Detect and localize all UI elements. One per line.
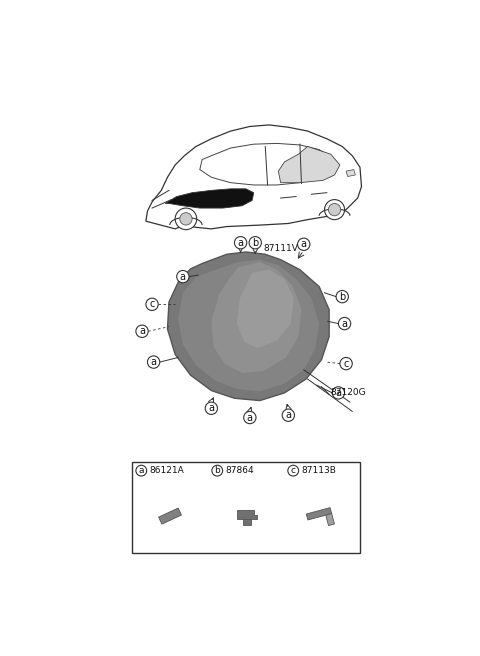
Text: a: a	[139, 466, 144, 475]
Polygon shape	[211, 262, 301, 373]
Text: a: a	[285, 410, 291, 420]
Text: a: a	[336, 388, 341, 398]
Polygon shape	[326, 514, 335, 525]
Circle shape	[177, 270, 189, 283]
Circle shape	[136, 465, 147, 476]
Circle shape	[324, 199, 345, 220]
Circle shape	[338, 318, 351, 330]
Polygon shape	[237, 270, 294, 348]
Polygon shape	[165, 189, 254, 208]
Circle shape	[288, 465, 299, 476]
Text: a: a	[208, 403, 215, 413]
Text: 87111V: 87111V	[263, 243, 298, 253]
Circle shape	[175, 208, 197, 230]
Circle shape	[336, 291, 348, 303]
Text: 86121A: 86121A	[150, 466, 184, 475]
Circle shape	[249, 237, 262, 249]
Polygon shape	[243, 519, 251, 525]
Text: b: b	[252, 237, 258, 248]
Text: 87120G: 87120G	[331, 388, 366, 398]
Polygon shape	[158, 508, 181, 524]
Polygon shape	[278, 146, 340, 182]
Circle shape	[244, 411, 256, 424]
Text: 87113B: 87113B	[302, 466, 336, 475]
Text: c: c	[149, 299, 155, 310]
Text: b: b	[215, 466, 220, 475]
Circle shape	[282, 409, 295, 421]
Polygon shape	[306, 508, 332, 520]
Circle shape	[298, 238, 310, 251]
Text: a: a	[238, 237, 244, 248]
Circle shape	[340, 358, 352, 370]
Polygon shape	[168, 252, 329, 401]
Circle shape	[146, 298, 158, 310]
FancyBboxPatch shape	[132, 462, 360, 553]
Text: b: b	[339, 292, 346, 302]
Text: a: a	[301, 239, 307, 249]
Circle shape	[147, 356, 160, 368]
Text: a: a	[139, 326, 145, 337]
Polygon shape	[346, 170, 355, 176]
Text: a: a	[247, 413, 253, 422]
Circle shape	[332, 387, 345, 399]
Text: 87864: 87864	[226, 466, 254, 475]
Polygon shape	[237, 510, 257, 519]
Text: a: a	[151, 357, 156, 367]
Text: a: a	[342, 319, 348, 329]
Text: a: a	[180, 272, 186, 281]
Text: c: c	[343, 359, 349, 369]
Circle shape	[212, 465, 223, 476]
Circle shape	[328, 203, 341, 216]
Circle shape	[136, 325, 148, 337]
Circle shape	[205, 402, 217, 415]
Circle shape	[234, 237, 247, 249]
Circle shape	[180, 213, 192, 225]
Polygon shape	[178, 260, 319, 392]
Text: c: c	[291, 466, 296, 475]
